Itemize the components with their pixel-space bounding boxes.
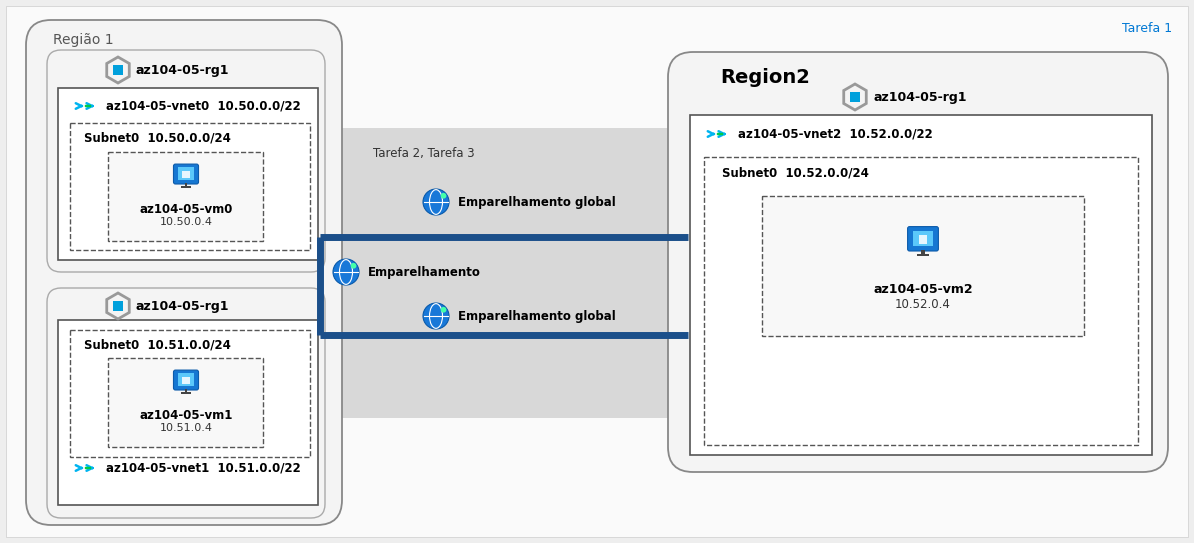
Bar	[185, 183, 187, 186]
FancyBboxPatch shape	[47, 288, 325, 518]
Circle shape	[85, 105, 87, 108]
Circle shape	[719, 132, 721, 135]
Text: Subnet0  10.52.0.0/24: Subnet0 10.52.0.0/24	[722, 166, 869, 179]
Bar	[704, 157, 1138, 445]
Bar	[922, 250, 925, 255]
Bar	[70, 123, 310, 250]
Bar	[112, 65, 123, 75]
Text: 10.51.0.4: 10.51.0.4	[160, 423, 213, 433]
FancyBboxPatch shape	[173, 164, 198, 184]
Bar	[912, 231, 934, 246]
FancyBboxPatch shape	[173, 370, 198, 390]
Text: az104-05-rg1: az104-05-rg1	[874, 91, 967, 104]
Circle shape	[423, 189, 449, 215]
Bar	[59, 88, 318, 260]
Bar	[850, 92, 861, 103]
Bar	[183, 171, 190, 178]
Bar	[762, 196, 1084, 336]
Bar	[178, 167, 195, 180]
Text: az104-05-vm0: az104-05-vm0	[140, 203, 233, 216]
Text: 10.52.0.4: 10.52.0.4	[896, 298, 950, 311]
Circle shape	[88, 105, 91, 108]
Bar	[918, 235, 928, 244]
FancyBboxPatch shape	[907, 226, 938, 251]
Text: Tarefa 2, Tarefa 3: Tarefa 2, Tarefa 3	[373, 147, 475, 160]
Bar	[917, 254, 929, 256]
FancyBboxPatch shape	[667, 52, 1168, 472]
Circle shape	[333, 259, 359, 285]
Text: Subnet0  10.51.0.0/24: Subnet0 10.51.0.0/24	[84, 338, 230, 351]
Text: Emparelhamento global: Emparelhamento global	[458, 195, 616, 209]
Circle shape	[423, 303, 449, 329]
Bar	[180, 186, 191, 188]
Bar	[112, 300, 123, 312]
Circle shape	[85, 466, 87, 469]
Text: Região 1: Região 1	[53, 33, 113, 47]
Text: az104-05-vm1: az104-05-vm1	[140, 409, 233, 422]
Circle shape	[87, 105, 90, 108]
Text: Subnet0  10.50.0.0/24: Subnet0 10.50.0.0/24	[84, 131, 230, 144]
Bar	[107, 152, 263, 241]
Text: Region2: Region2	[720, 68, 810, 87]
Text: az104-05-rg1: az104-05-rg1	[136, 64, 229, 77]
Text: az104-05-vm2: az104-05-vm2	[873, 283, 973, 296]
Circle shape	[88, 466, 91, 469]
Bar	[178, 374, 195, 386]
Text: az104-05-vnet0  10.50.0.0/22: az104-05-vnet0 10.50.0.0/22	[106, 99, 301, 112]
FancyBboxPatch shape	[47, 50, 325, 272]
Text: Emparelhamento: Emparelhamento	[368, 266, 481, 279]
Text: Tarefa 1: Tarefa 1	[1122, 22, 1173, 35]
Circle shape	[441, 307, 447, 313]
Bar	[59, 320, 318, 505]
Circle shape	[351, 263, 356, 269]
Bar	[107, 358, 263, 447]
FancyBboxPatch shape	[26, 20, 341, 525]
Text: Emparelhamento global: Emparelhamento global	[458, 310, 616, 323]
Bar	[70, 330, 310, 457]
Circle shape	[716, 132, 719, 135]
Circle shape	[441, 193, 447, 199]
Bar	[185, 389, 187, 393]
Text: 10.50.0.4: 10.50.0.4	[160, 217, 213, 227]
Circle shape	[721, 132, 724, 135]
Text: az104-05-vnet2  10.52.0.0/22: az104-05-vnet2 10.52.0.0/22	[738, 128, 933, 141]
Text: az104-05-rg1: az104-05-rg1	[136, 300, 229, 313]
Circle shape	[87, 466, 90, 469]
Text: az104-05-vnet1  10.51.0.0/22: az104-05-vnet1 10.51.0.0/22	[106, 462, 301, 475]
Bar	[690, 115, 1152, 455]
Bar	[300, 128, 966, 418]
Bar	[183, 377, 190, 384]
Bar	[180, 392, 191, 394]
